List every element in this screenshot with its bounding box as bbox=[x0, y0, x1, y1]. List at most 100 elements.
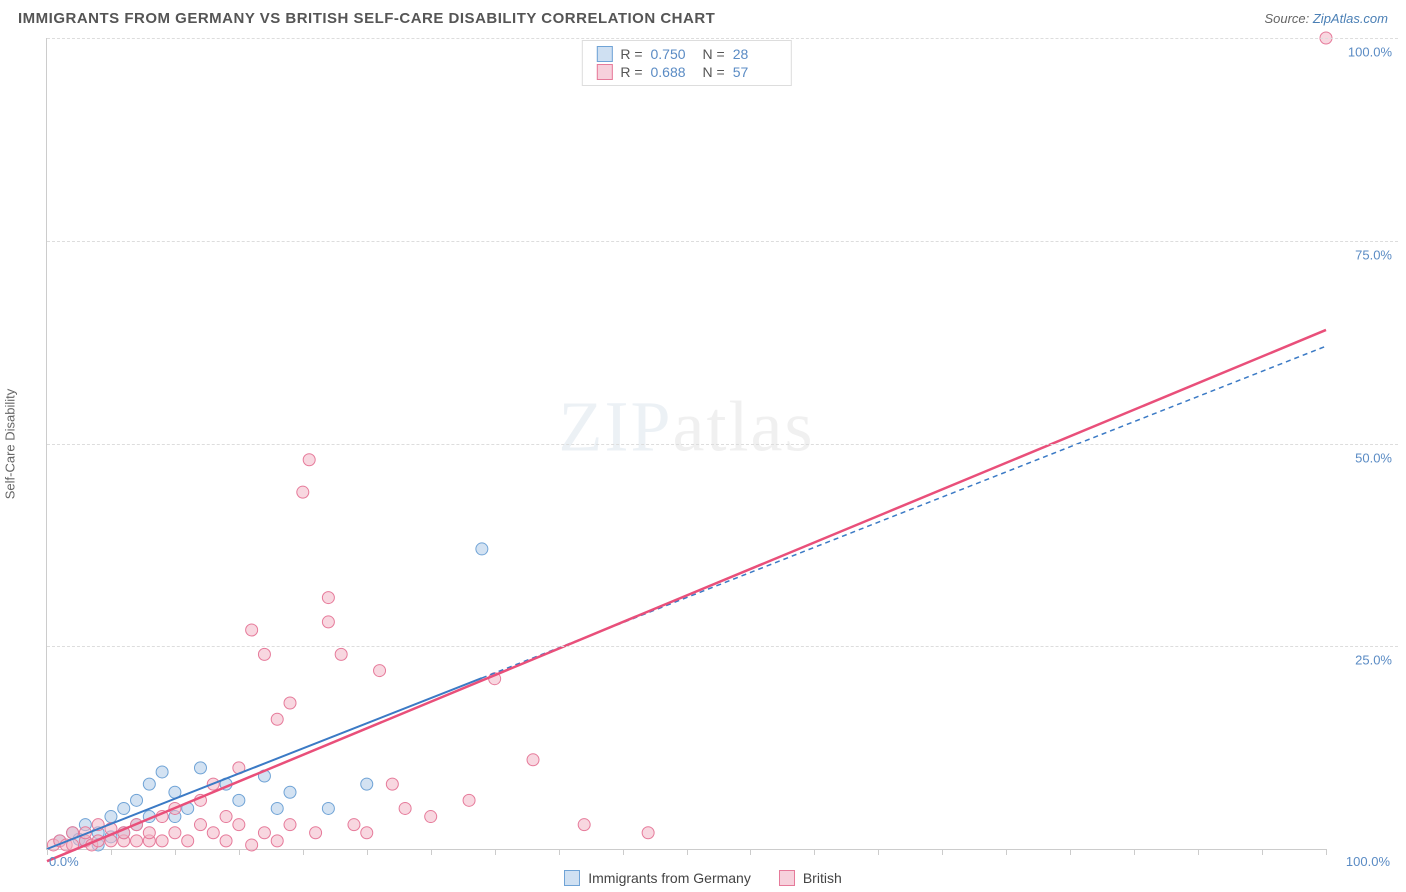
data-point bbox=[322, 592, 334, 604]
gridline bbox=[47, 646, 1398, 647]
data-point bbox=[258, 827, 270, 839]
data-point bbox=[118, 802, 130, 814]
y-tick-label: 50.0% bbox=[1355, 450, 1392, 465]
data-point bbox=[361, 778, 373, 790]
r-label: R = bbox=[620, 64, 642, 80]
n-label: N = bbox=[703, 46, 725, 62]
page-title: IMMIGRANTS FROM GERMANY VS BRITISH SELF-… bbox=[18, 10, 715, 27]
data-point bbox=[374, 665, 386, 677]
data-point bbox=[386, 778, 398, 790]
plot-area: ZIPatlas R = 0.750 N = 28 R = 0.688 N = … bbox=[46, 38, 1326, 850]
legend-item-germany: Immigrants from Germany bbox=[564, 870, 751, 886]
data-point bbox=[143, 778, 155, 790]
data-point bbox=[322, 616, 334, 628]
data-point bbox=[463, 794, 475, 806]
y-tick-label: 75.0% bbox=[1355, 247, 1392, 262]
data-point bbox=[578, 819, 590, 831]
trend-line bbox=[47, 330, 1326, 861]
data-point bbox=[399, 802, 411, 814]
data-point bbox=[303, 454, 315, 466]
r-value-germany: 0.750 bbox=[651, 46, 695, 62]
data-point bbox=[348, 819, 360, 831]
trend-line bbox=[47, 678, 482, 849]
gridline bbox=[47, 444, 1398, 445]
correlation-legend: R = 0.750 N = 28 R = 0.688 N = 57 bbox=[581, 40, 791, 86]
y-axis-label: Self-Care Disability bbox=[3, 389, 18, 500]
data-point bbox=[476, 543, 488, 555]
data-point bbox=[322, 802, 334, 814]
data-point bbox=[105, 811, 117, 823]
x-tick-mark bbox=[111, 849, 112, 855]
x-tick-mark bbox=[1198, 849, 1199, 855]
data-point bbox=[284, 819, 296, 831]
data-point bbox=[194, 762, 206, 774]
gridline bbox=[47, 241, 1398, 242]
data-point bbox=[284, 697, 296, 709]
x-tick-mark bbox=[1006, 849, 1007, 855]
n-value-british: 57 bbox=[733, 64, 777, 80]
x-tick-mark bbox=[303, 849, 304, 855]
swatch-germany-icon bbox=[564, 870, 580, 886]
data-point bbox=[220, 811, 232, 823]
n-label: N = bbox=[703, 64, 725, 80]
source-link[interactable]: ZipAtlas.com bbox=[1313, 11, 1388, 26]
r-label: R = bbox=[620, 46, 642, 62]
data-point bbox=[246, 624, 258, 636]
x-tick-mark bbox=[687, 849, 688, 855]
x-tick-mark bbox=[47, 849, 48, 855]
data-point bbox=[143, 827, 155, 839]
x-tick-mark bbox=[1134, 849, 1135, 855]
data-point bbox=[233, 819, 245, 831]
x-tick-0: 0.0% bbox=[49, 854, 79, 869]
x-tick-mark bbox=[878, 849, 879, 855]
x-tick-mark bbox=[559, 849, 560, 855]
data-point bbox=[156, 766, 168, 778]
data-point bbox=[335, 648, 347, 660]
legend-label-british: British bbox=[803, 870, 842, 886]
data-point bbox=[310, 827, 322, 839]
legend-item-british: British bbox=[779, 870, 842, 886]
n-value-germany: 28 bbox=[733, 46, 777, 62]
data-point bbox=[271, 713, 283, 725]
swatch-germany bbox=[596, 46, 612, 62]
swatch-british bbox=[596, 64, 612, 80]
x-tick-mark bbox=[239, 849, 240, 855]
x-tick-mark bbox=[367, 849, 368, 855]
swatch-british-icon bbox=[779, 870, 795, 886]
data-point bbox=[233, 794, 245, 806]
data-point bbox=[182, 835, 194, 847]
y-tick-label: 25.0% bbox=[1355, 653, 1392, 668]
data-point bbox=[284, 786, 296, 798]
x-tick-mark bbox=[175, 849, 176, 855]
gridline bbox=[47, 38, 1398, 39]
legend-label-germany: Immigrants from Germany bbox=[588, 870, 751, 886]
data-point bbox=[207, 827, 219, 839]
x-tick-mark bbox=[1326, 849, 1327, 855]
x-tick-mark bbox=[814, 849, 815, 855]
x-tick-100: 100.0% bbox=[1346, 854, 1390, 869]
y-tick-label: 100.0% bbox=[1348, 45, 1392, 60]
x-tick-mark bbox=[942, 849, 943, 855]
x-tick-mark bbox=[1070, 849, 1071, 855]
data-point bbox=[297, 486, 309, 498]
source-prefix: Source: bbox=[1264, 11, 1312, 26]
data-point bbox=[361, 827, 373, 839]
data-point bbox=[169, 827, 181, 839]
series-legend: Immigrants from Germany British bbox=[0, 870, 1406, 886]
x-tick-mark bbox=[495, 849, 496, 855]
x-tick-mark bbox=[750, 849, 751, 855]
data-point bbox=[246, 839, 258, 851]
x-tick-mark bbox=[1262, 849, 1263, 855]
data-point bbox=[156, 835, 168, 847]
data-point bbox=[642, 827, 654, 839]
data-point bbox=[220, 835, 232, 847]
header: IMMIGRANTS FROM GERMANY VS BRITISH SELF-… bbox=[0, 0, 1406, 33]
data-point bbox=[258, 648, 270, 660]
data-point bbox=[271, 802, 283, 814]
source-attribution: Source: ZipAtlas.com bbox=[1264, 11, 1388, 26]
x-tick-mark bbox=[623, 849, 624, 855]
legend-row-germany: R = 0.750 N = 28 bbox=[582, 45, 790, 63]
chart-container: Self-Care Disability ZIPatlas R = 0.750 … bbox=[32, 38, 1398, 850]
data-point bbox=[194, 819, 206, 831]
data-point bbox=[271, 835, 283, 847]
